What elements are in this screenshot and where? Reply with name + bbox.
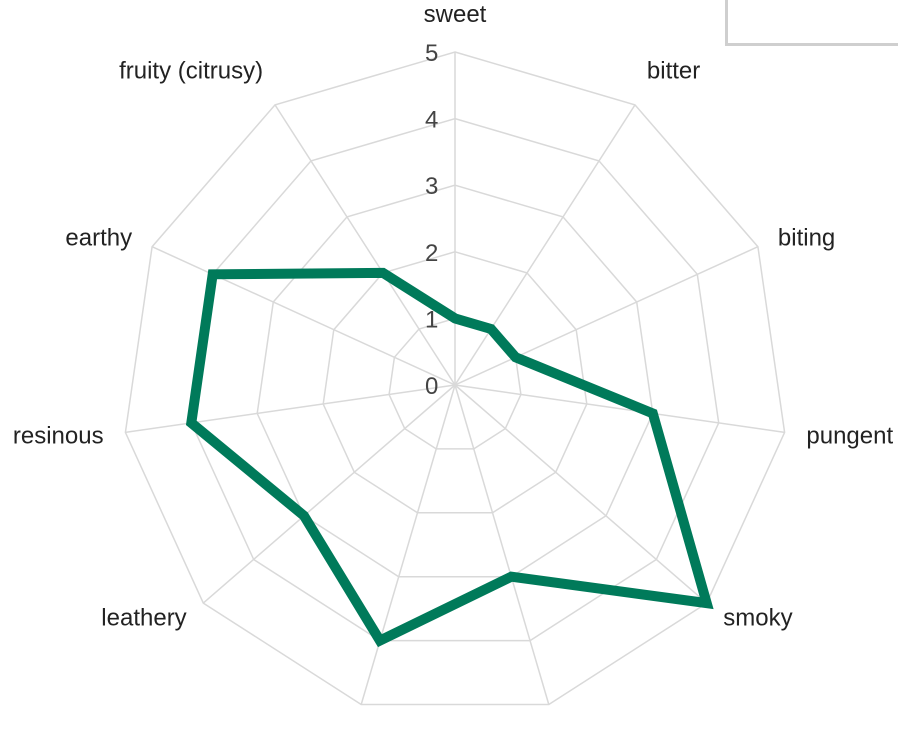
axis-label: resinous (13, 423, 104, 450)
grid-ring (190, 117, 720, 642)
label-layer: sweet bitter biting pungent smoky dull woody le… (13, 1, 894, 734)
axis-label: fruity (citrusy) (119, 57, 263, 84)
radial-tick-label: 1 (425, 306, 438, 333)
axis-spoke (274, 104, 456, 386)
axis-spoke (202, 384, 456, 604)
radial-tick-label: 5 (425, 40, 438, 67)
axis-label: woody (285, 731, 355, 734)
radial-tick-label: 0 (425, 373, 438, 400)
series-line (185, 267, 714, 648)
tick-layer: 0 1 2 3 4 5 (425, 40, 438, 400)
grid-ring (322, 251, 588, 514)
axis-label: bitter (647, 57, 700, 84)
axis-spoke (454, 246, 759, 386)
axis-label: leathery (101, 605, 186, 632)
radial-tick-label: 3 (425, 173, 438, 200)
legend-box (725, 0, 898, 46)
axis-label: pungent (806, 423, 893, 450)
axis-spoke (454, 384, 785, 434)
radial-tick-label: 2 (425, 240, 438, 267)
spoke-layer (125, 52, 785, 705)
axis-spoke (454, 384, 708, 604)
axis-spoke (454, 104, 636, 386)
axis-label: biting (778, 225, 835, 252)
grid-ring (124, 51, 786, 706)
axis-spoke (151, 246, 456, 386)
axis-label: dull (555, 731, 592, 734)
axis-label: earthy (65, 225, 132, 252)
axis-spoke (125, 384, 456, 434)
series-layer (185, 267, 714, 648)
axis-spoke (454, 384, 550, 705)
grid-layer (124, 51, 786, 706)
radial-tick-label: 4 (425, 107, 438, 134)
grid-ring (256, 184, 654, 578)
axis-spoke (360, 384, 456, 705)
axis-label: sweet (424, 1, 487, 28)
axis-label: smoky (723, 605, 792, 632)
